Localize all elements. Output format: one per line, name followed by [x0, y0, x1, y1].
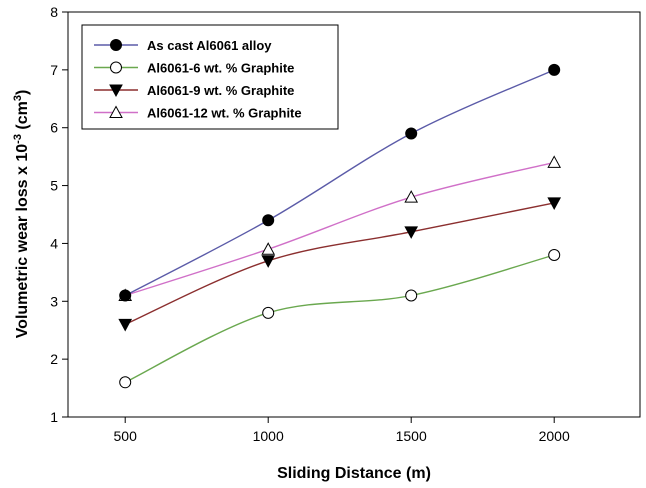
y-tick-label: 3	[50, 293, 58, 309]
data-point	[405, 289, 418, 302]
legend-label: Al6061-6 wt. % Graphite	[147, 61, 294, 76]
x-axis-title: Sliding Distance (m)	[277, 465, 431, 482]
data-point	[404, 226, 419, 239]
y-tick-label: 5	[50, 178, 58, 194]
axis-layer: 500 1000 1500 2000 1 2 3 4 5 6 7 8	[50, 4, 570, 444]
plot-frame	[67, 11, 641, 418]
series-line	[124, 202, 555, 326]
data-point	[548, 249, 561, 261]
y-tick-label: 1	[50, 409, 58, 425]
legend-label: As cast Al6061 alloy	[147, 38, 272, 53]
legend-marker	[109, 105, 123, 118]
data-point	[261, 255, 276, 268]
data-point	[548, 63, 561, 76]
data-point	[405, 127, 418, 140]
series-line	[124, 69, 555, 297]
series-line	[124, 254, 555, 383]
x-tick-label: 500	[114, 428, 138, 444]
y-axis-title: Volumetric wear loss x 10-3 (cm3)	[12, 90, 31, 339]
data-point	[118, 318, 133, 332]
legend-marker	[109, 84, 123, 98]
data-point	[119, 376, 132, 389]
data-point	[261, 242, 276, 255]
data-point	[547, 197, 562, 210]
y-tick-label: 8	[50, 4, 58, 20]
series-layer	[118, 63, 562, 389]
legend-box	[81, 24, 339, 130]
legend: As cast Al6061 alloy Al6061-6 wt. % Graph…	[81, 24, 339, 130]
y-tick-label: 2	[50, 351, 58, 367]
y-tick-label: 4	[50, 235, 58, 251]
data-point	[404, 190, 419, 203]
data-point	[262, 214, 275, 227]
x-tick-label: 2000	[539, 428, 570, 444]
series-line	[124, 161, 555, 297]
data-point	[262, 306, 275, 319]
y-tick-label: 6	[50, 120, 58, 136]
legend-marker	[110, 39, 122, 51]
legend-marker	[110, 61, 122, 74]
x-tick-label: 1500	[396, 428, 427, 444]
x-tick-label: 1000	[253, 428, 284, 444]
legend-label: Al6061-9 wt. % Graphite	[147, 83, 294, 98]
legend-label: Al6061-12 wt. % Graphite	[147, 106, 302, 121]
data-point	[119, 289, 132, 302]
y-tick-label: 7	[50, 62, 58, 78]
data-point	[547, 155, 562, 168]
